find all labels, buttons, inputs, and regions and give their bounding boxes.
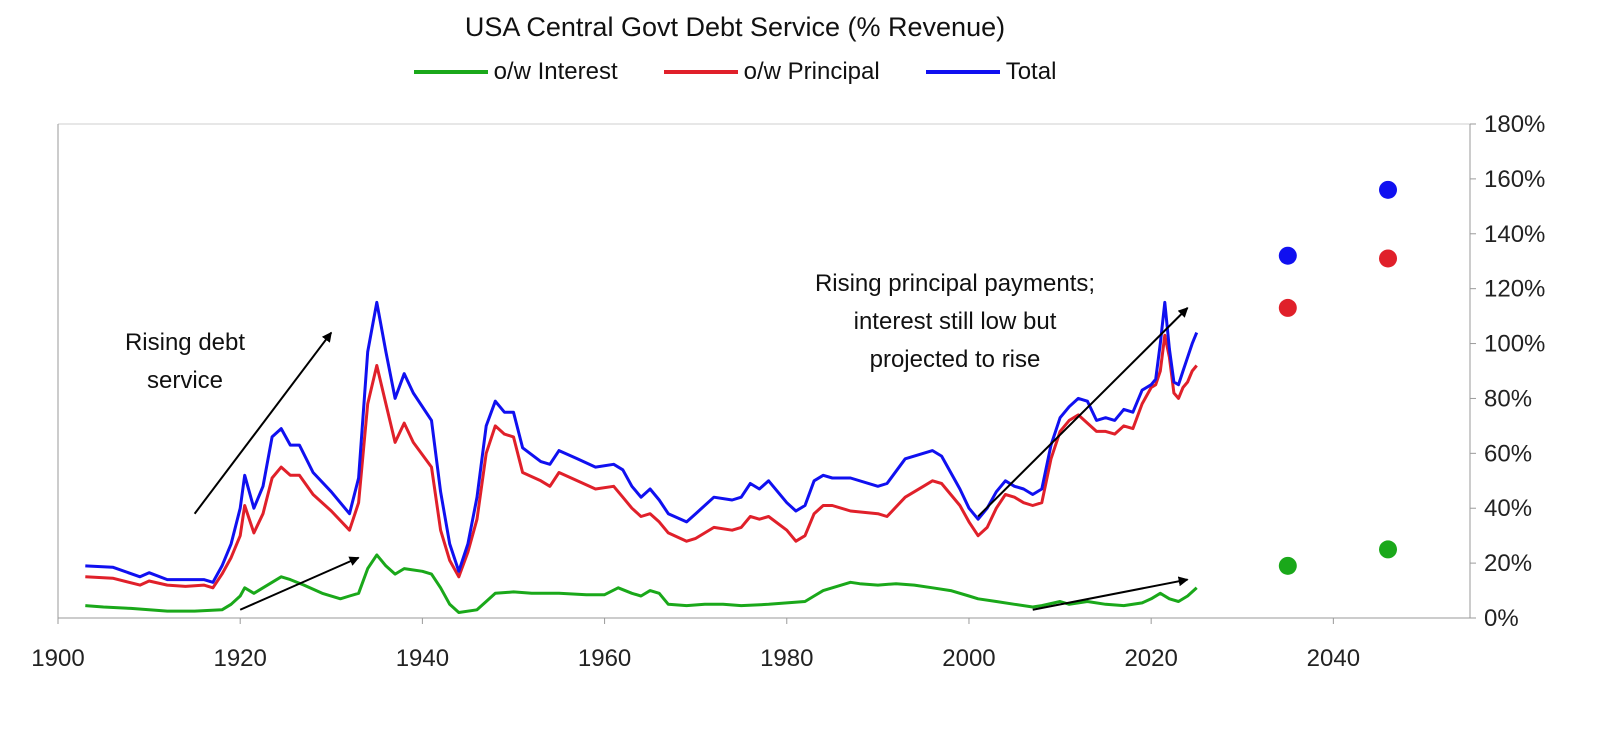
annotation-line: interest still low but <box>853 308 1057 335</box>
annotation-line: Rising debt <box>124 329 246 356</box>
y-tick-label: 80% <box>1484 385 1532 412</box>
annotation-rising-debt-service: Rising debt service <box>105 324 265 400</box>
annotation-arrow <box>239 556 360 611</box>
projection-point-total <box>1379 180 1398 199</box>
chart-legend: o/w Interest o/w Principal Total <box>0 58 1470 86</box>
legend-swatch-interest <box>413 70 488 74</box>
legend-label-total: Total <box>1005 58 1057 85</box>
annotation-arrow <box>1032 576 1189 611</box>
annotation-arrow <box>193 331 333 515</box>
annotation-line: Rising principal payments; <box>814 270 1096 297</box>
y-tick-label: 180% <box>1484 111 1545 138</box>
x-tick-label: 1980 <box>760 645 813 672</box>
annotation-rising-principal: Rising principal payments; interest stil… <box>790 265 1120 379</box>
y-tick-label: 100% <box>1484 331 1545 358</box>
series-line-total <box>85 300 1199 584</box>
y-tick-label: 40% <box>1484 495 1532 522</box>
y-tick-label: 160% <box>1484 166 1545 193</box>
legend-item-principal: o/w Principal <box>663 58 880 86</box>
x-tick-label: 1940 <box>396 645 449 672</box>
y-tick-label: 0% <box>1484 605 1519 632</box>
projection-point-interest <box>1278 556 1297 575</box>
x-tick-label: 2040 <box>1307 645 1360 672</box>
y-tick-label: 60% <box>1484 440 1532 467</box>
projection-point-principal <box>1278 298 1297 317</box>
legend-item-interest: o/w Interest <box>413 58 618 86</box>
legend-swatch-principal <box>663 70 738 74</box>
x-tick-label: 1960 <box>578 645 631 672</box>
series-line-interest <box>85 553 1198 614</box>
legend-swatch-total <box>925 70 1000 74</box>
y-tick-label: 140% <box>1484 221 1545 248</box>
x-tick-label: 1920 <box>213 645 266 672</box>
projection-point-interest <box>1379 540 1398 559</box>
x-tick-label: 2000 <box>942 645 995 672</box>
legend-item-total: Total <box>925 58 1057 86</box>
annotation-arrow <box>977 307 1189 518</box>
annotation-line: projected to rise <box>869 346 1041 373</box>
chart-title: USA Central Govt Debt Service (% Revenue… <box>464 12 1006 42</box>
legend-label-interest: o/w Interest <box>493 58 618 85</box>
x-tick-label: 2020 <box>1124 645 1177 672</box>
x-tick-label: 1900 <box>31 645 84 672</box>
series-line-principal <box>85 333 1198 590</box>
y-tick-label: 20% <box>1484 550 1532 577</box>
annotation-line: service <box>146 367 224 394</box>
projection-point-total <box>1278 246 1297 265</box>
projection-point-principal <box>1379 249 1398 268</box>
legend-label-principal: o/w Principal <box>743 58 880 85</box>
y-tick-label: 120% <box>1484 276 1545 303</box>
